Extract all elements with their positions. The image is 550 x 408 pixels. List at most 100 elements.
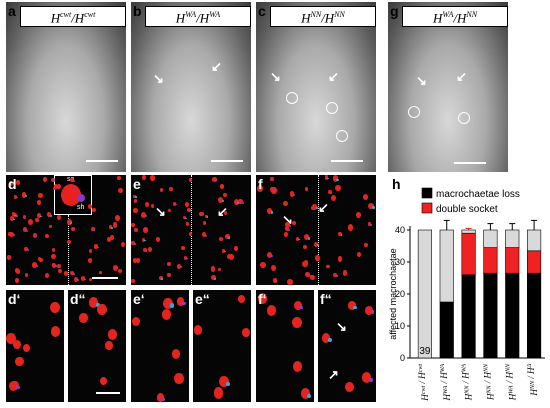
cell-dot — [93, 229, 96, 232]
cell-dot — [46, 211, 52, 218]
cell-dot — [204, 214, 208, 219]
cell-dot — [183, 255, 188, 260]
cell-dot — [133, 194, 137, 198]
cell-dot — [335, 274, 338, 277]
cell-dot — [342, 270, 348, 276]
cell-dot — [6, 332, 17, 344]
cell-dot — [22, 227, 28, 233]
cell-dot — [225, 234, 230, 240]
panel-f-fluor: ↘ ↙ — [256, 175, 376, 285]
cell-dot — [35, 235, 38, 238]
cell-dot — [150, 175, 155, 181]
scale-bar — [454, 162, 486, 164]
cell-dot — [292, 194, 296, 197]
cell-dot — [188, 178, 192, 182]
cell-dot — [73, 276, 79, 282]
cell-dot — [77, 279, 80, 282]
cell-dot — [133, 199, 137, 203]
cell-dot — [63, 270, 69, 276]
cell-dot — [99, 377, 108, 386]
cell-dot — [155, 237, 161, 242]
cell-dot — [14, 278, 19, 283]
cell-dot — [237, 202, 240, 205]
bar-annotation: 39 — [419, 346, 431, 357]
cell-dot — [227, 253, 232, 259]
panel-label-d1: d‘ — [8, 291, 21, 307]
cell-dot — [303, 234, 310, 241]
cell-dot — [167, 208, 171, 213]
cell-dot — [293, 300, 302, 310]
cell-dot — [97, 304, 108, 316]
panel-label-e2: e“ — [195, 291, 210, 307]
cell-dot — [71, 226, 75, 231]
cell-dot — [225, 382, 231, 387]
panel-c-sem: HNN/HNN ↘ ↙ — [256, 2, 376, 172]
y-tick-label: 30 — [395, 257, 405, 267]
cell-dot — [298, 238, 300, 241]
bar-segment — [505, 272, 520, 359]
cell-dot — [145, 250, 148, 252]
cell-dot — [327, 338, 332, 342]
cell-dot — [171, 189, 174, 191]
panel-d2-zoom — [68, 290, 126, 402]
category-label: HWA / HWA — [439, 364, 452, 402]
cell-dot — [336, 178, 339, 181]
cell-dot — [131, 222, 135, 228]
bar-segment — [527, 250, 542, 274]
cell-dot — [370, 310, 375, 314]
cell-dot — [238, 199, 243, 205]
cell-dot — [16, 196, 18, 199]
cell-dot — [300, 388, 311, 400]
cell-dot — [368, 377, 373, 383]
cell-dot — [270, 187, 275, 192]
cell-dot — [233, 199, 239, 205]
cell-dot — [335, 185, 341, 192]
cell-dot — [27, 219, 33, 225]
cell-dot — [266, 251, 272, 258]
cell-dot — [271, 264, 277, 271]
cell-dot — [117, 175, 121, 180]
cell-dot — [184, 201, 190, 207]
panel-a-sem: Hcwt/Hcwt — [6, 2, 126, 172]
cell-dot — [296, 237, 300, 241]
cell-dot — [218, 376, 229, 388]
cell-dot — [185, 222, 189, 226]
cell-dot — [131, 316, 140, 327]
cell-dot — [206, 216, 209, 218]
cell-dot — [94, 244, 98, 249]
arrow-icon: ↗ — [328, 367, 339, 382]
bar-segment — [527, 272, 542, 359]
cell-dot — [202, 220, 207, 225]
cell-dot — [234, 246, 239, 251]
cell-dot — [26, 249, 29, 252]
cell-dot — [10, 216, 15, 221]
cell-dot — [186, 257, 188, 260]
cell-dot — [213, 387, 224, 399]
cell-dot — [362, 372, 372, 383]
cell-dot — [131, 240, 136, 246]
cell-dot — [70, 270, 75, 275]
cell-dot — [181, 246, 185, 251]
cell-dot — [292, 316, 302, 328]
cell-dot — [87, 204, 93, 210]
scale-bar — [331, 160, 363, 162]
cell-dot — [210, 266, 216, 272]
cell-dot — [315, 255, 321, 261]
cell-dot — [144, 201, 149, 207]
bar-segment — [483, 229, 498, 248]
cell-dot — [56, 186, 59, 189]
cell-dot — [115, 215, 120, 221]
cell-dot — [134, 227, 138, 233]
arrow-icon: ↙ — [217, 204, 228, 219]
cell-dot — [53, 184, 59, 190]
cell-dot — [174, 372, 184, 384]
cell-dot — [365, 305, 374, 315]
circle-marker — [326, 102, 338, 114]
cell-dot — [79, 313, 88, 324]
cell-dot — [316, 244, 319, 247]
cell-dot — [238, 294, 246, 304]
cell-dot — [221, 199, 225, 203]
cell-dot — [144, 214, 147, 218]
cell-dot — [304, 187, 309, 191]
cell-dot — [45, 273, 50, 279]
